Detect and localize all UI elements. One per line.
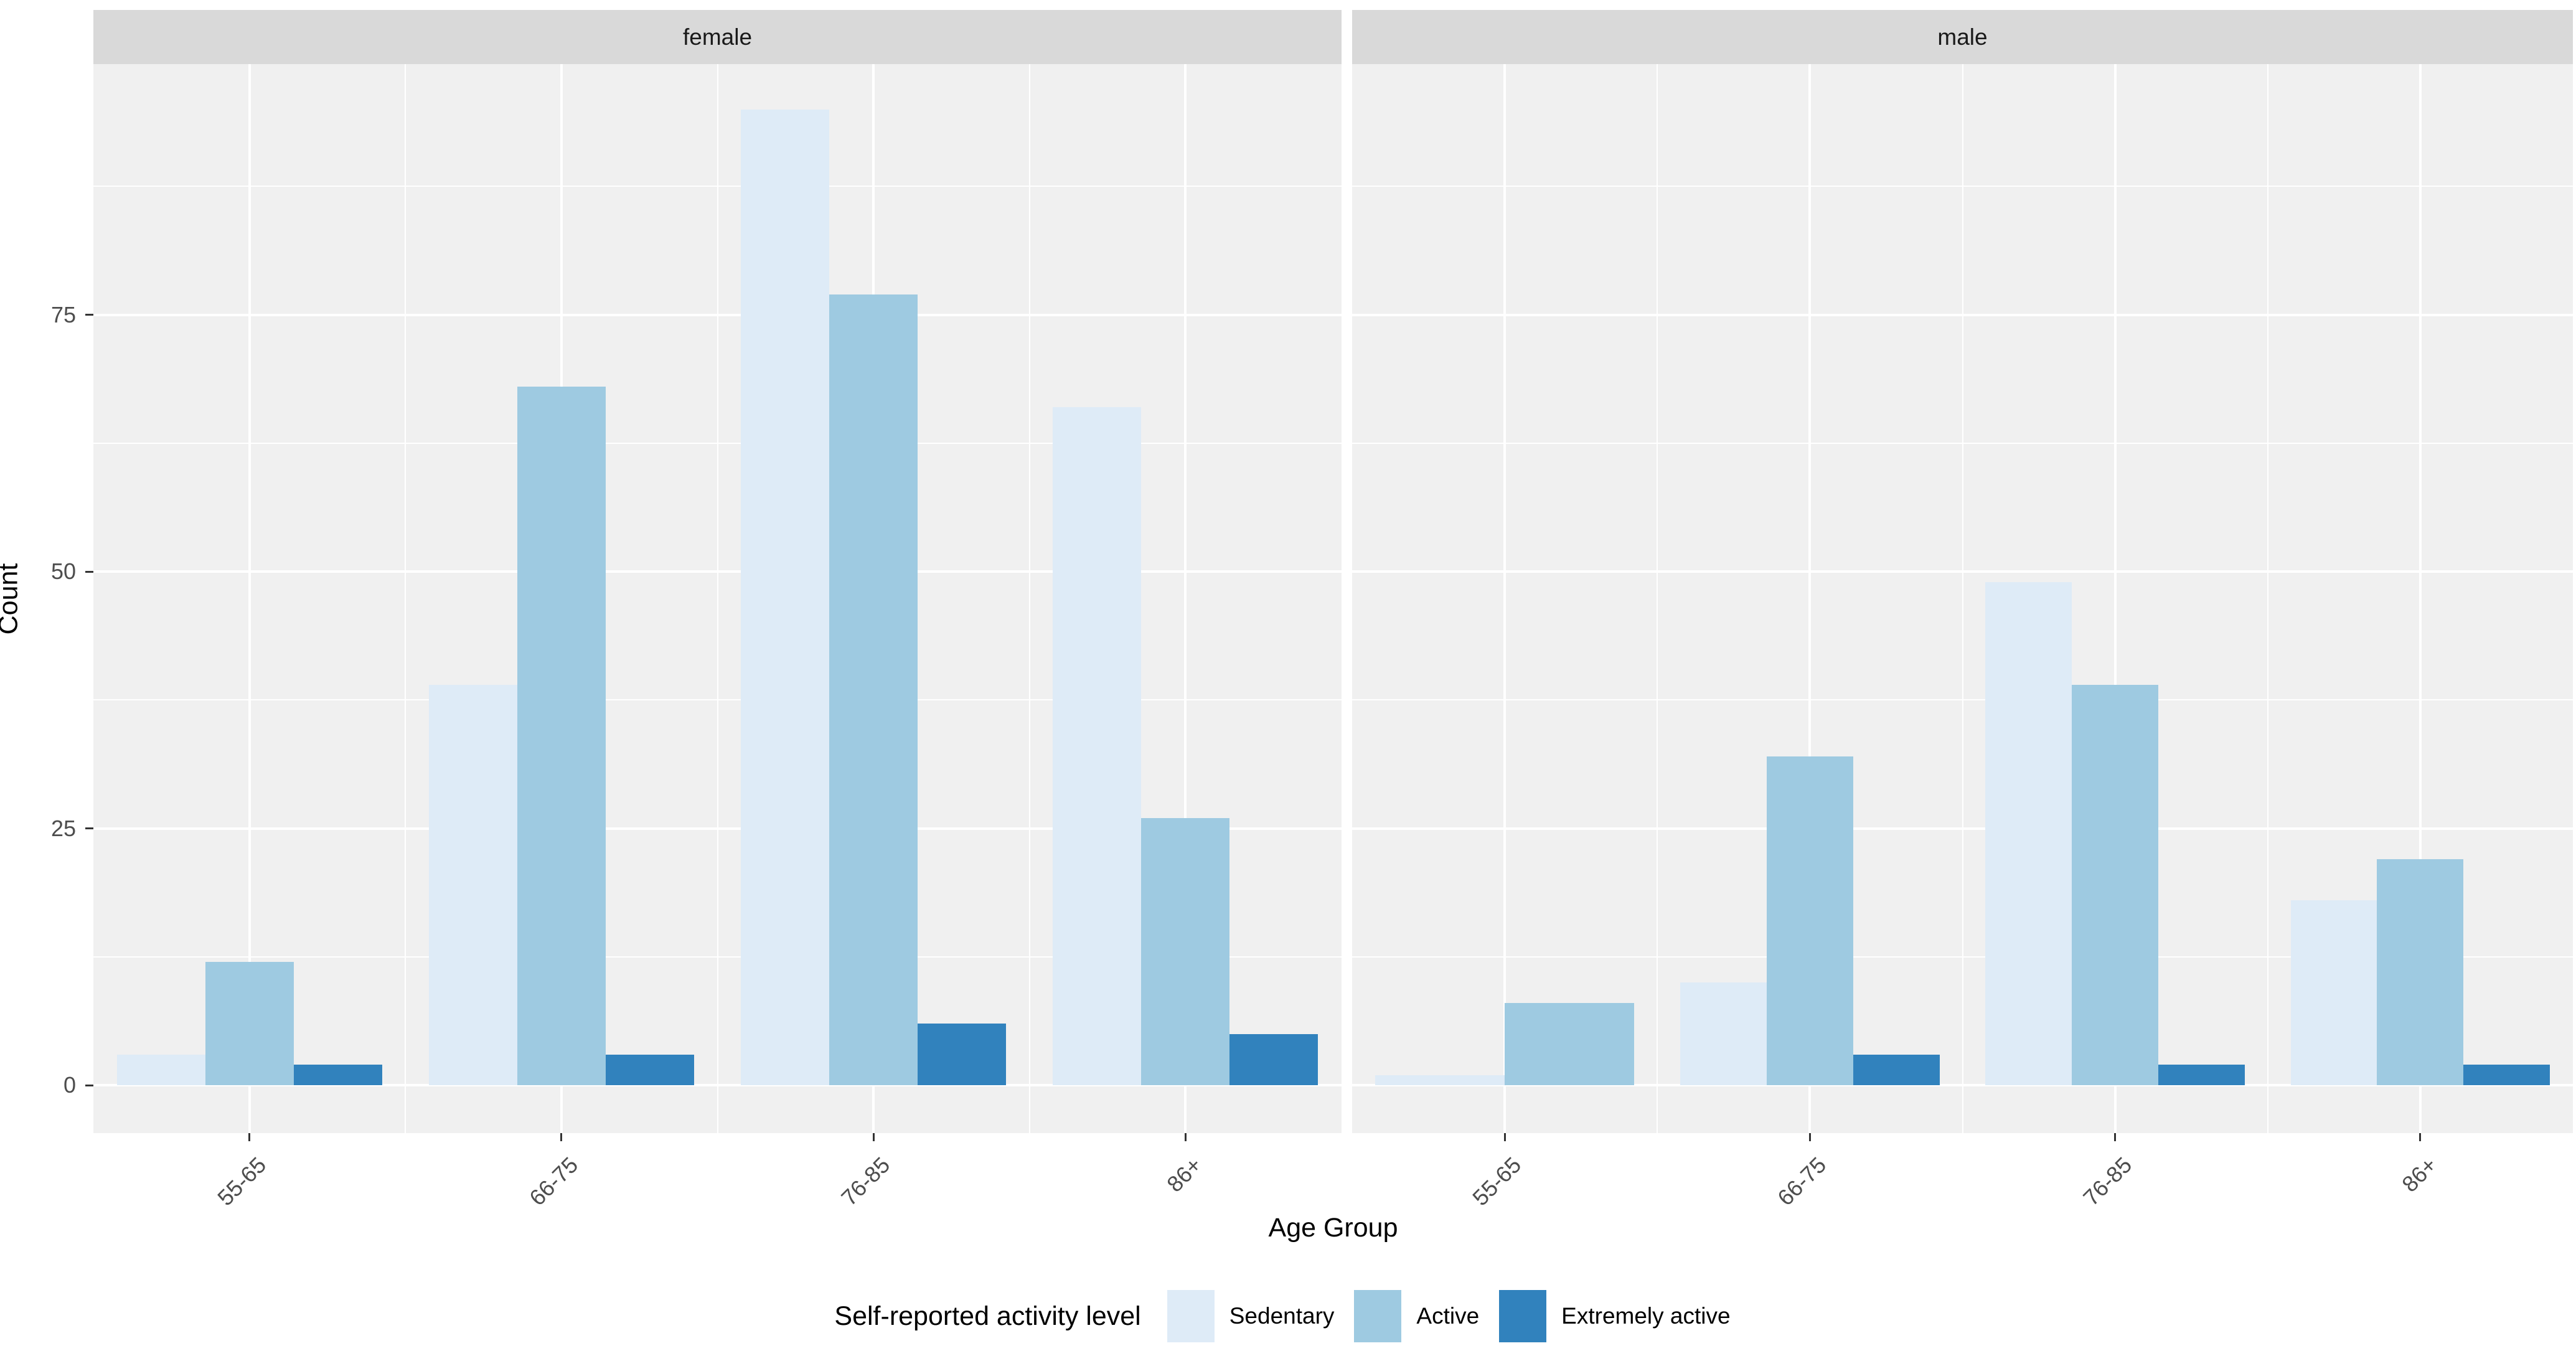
bar-male-66-75-Active — [1766, 756, 1853, 1085]
legend-label: Sedentary — [1229, 1303, 1335, 1329]
bar-female-86+-Active — [1141, 818, 1230, 1085]
legend-entry-extremely-active: Extremely active — [1499, 1290, 1741, 1342]
x-axis-tick-label: 55-65 — [212, 1152, 271, 1211]
x-axis-tick-label: 66-75 — [524, 1152, 583, 1211]
bar-male-66-75-Extremely active — [1853, 1054, 1940, 1085]
facet-strip-label: female — [682, 24, 753, 50]
gridline-x-major — [1503, 64, 1507, 1133]
x-axis-tick-label: 55-65 — [1467, 1152, 1526, 1211]
bar-male-55-65-Active — [1505, 1003, 1635, 1085]
bar-male-86+-Extremely active — [2463, 1065, 2550, 1085]
gridline-x-major — [2419, 64, 2422, 1133]
bar-female-76-85-Extremely active — [918, 1024, 1007, 1085]
legend-swatch-extremely-active — [1499, 1290, 1547, 1342]
x-axis-tick — [1184, 1133, 1187, 1141]
bar-male-86+-Sedentary — [2290, 900, 2377, 1085]
bar-female-55-65-Active — [205, 962, 294, 1085]
bar-female-55-65-Sedentary — [116, 1054, 205, 1085]
legend-title: Self-reported activity level — [834, 1301, 1141, 1331]
x-axis-tick-label: 76-85 — [2077, 1152, 2136, 1211]
facet-strip-label: male — [1937, 24, 1988, 50]
y-axis-tick-label: 0 — [63, 1072, 76, 1098]
gridline-x-major — [2113, 64, 2117, 1133]
bar-female-86+-Sedentary — [1053, 407, 1142, 1085]
legend-label: Active — [1416, 1303, 1480, 1329]
bar-male-76-85-Active — [2072, 684, 2159, 1085]
gridline-x-minor — [2267, 64, 2268, 1133]
gridline-x-minor — [1028, 64, 1030, 1133]
x-axis-tick-label: 76-85 — [836, 1152, 895, 1211]
x-axis-tick — [1503, 1133, 1506, 1141]
y-axis-tick-label: 25 — [50, 815, 76, 841]
x-axis-tick-label: 66-75 — [1772, 1152, 1831, 1211]
facet-strip-male: male — [1352, 10, 2573, 64]
x-axis-tick — [560, 1133, 563, 1141]
gridline-x-minor — [1962, 64, 1963, 1133]
x-axis-tick — [872, 1133, 875, 1141]
x-axis-tick-label: 86+ — [2396, 1152, 2442, 1197]
x-axis-tick — [248, 1133, 251, 1141]
x-axis-tick — [2114, 1133, 2117, 1141]
gridline-x-major — [1184, 64, 1187, 1133]
x-axis-tick-label: 86+ — [1162, 1152, 1207, 1197]
y-axis-tick — [85, 1084, 93, 1086]
bar-female-86+-Extremely active — [1229, 1033, 1319, 1085]
y-axis-tick — [85, 314, 93, 316]
bar-female-66-75-Sedentary — [428, 684, 517, 1085]
x-axis-title: Age Group — [1268, 1213, 1398, 1243]
bar-female-76-85-Active — [829, 294, 918, 1085]
bar-female-55-65-Extremely active — [293, 1065, 382, 1085]
y-axis-tick — [85, 570, 93, 573]
legend-entry-active: Active — [1354, 1290, 1490, 1342]
gridline-x-minor — [1657, 64, 1658, 1133]
bar-female-66-75-Active — [517, 387, 606, 1085]
legend-entry-sedentary: Sedentary — [1167, 1290, 1346, 1342]
gridline-x-major — [248, 64, 251, 1133]
legend: Self-reported activity level Sedentary A… — [0, 1290, 2576, 1342]
y-axis-tick — [85, 827, 93, 829]
x-axis-tick — [2419, 1133, 2422, 1141]
x-axis-tick — [1808, 1133, 1811, 1141]
legend-swatch-active — [1354, 1290, 1402, 1342]
bar-male-86+-Active — [2377, 859, 2464, 1085]
bar-female-66-75-Extremely active — [605, 1054, 694, 1085]
legend-label: Extremely active — [1561, 1303, 1731, 1329]
bar-male-76-85-Extremely active — [2158, 1065, 2245, 1085]
facet-strip-female: female — [93, 10, 1342, 64]
facet-panel-male — [1352, 64, 2573, 1133]
bar-male-76-85-Sedentary — [1985, 581, 2072, 1085]
legend-swatch-sedentary — [1167, 1290, 1215, 1342]
y-axis-tick-label: 75 — [50, 301, 76, 327]
bar-female-76-85-Sedentary — [741, 109, 830, 1085]
bar-male-66-75-Sedentary — [1680, 982, 1767, 1085]
gridline-x-major — [1808, 64, 1812, 1133]
gridline-x-minor — [717, 64, 718, 1133]
gridline-x-minor — [405, 64, 407, 1133]
y-axis-tick-label: 50 — [50, 558, 76, 584]
facet-panel-female — [93, 64, 1342, 1133]
bar-male-55-65-Sedentary — [1375, 1075, 1505, 1085]
